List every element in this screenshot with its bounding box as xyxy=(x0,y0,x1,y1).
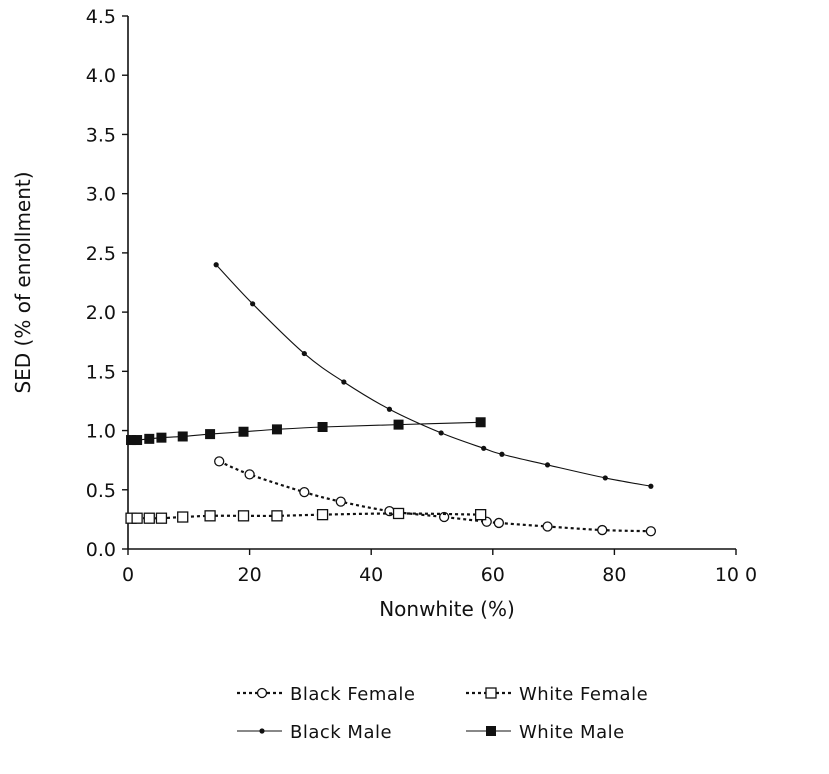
data-point-black-male xyxy=(438,430,444,436)
data-point-white-female xyxy=(204,510,216,522)
legend-item-white-male: White Male xyxy=(466,722,625,743)
y-axis-title: SED (% of enrollment) xyxy=(11,171,35,393)
y-tick-label: 4.0 xyxy=(86,65,116,87)
x-axis-title: Nonwhite (%) xyxy=(379,597,515,621)
x-tick-label: 20 xyxy=(238,564,262,586)
data-point-black-male xyxy=(250,301,256,307)
legend-item-black-male: Black Male xyxy=(237,722,392,743)
legend-label-black-female: Black Female xyxy=(290,684,416,705)
data-point-black-female xyxy=(439,511,450,523)
series-line-black-female xyxy=(218,460,651,533)
data-point-white-female xyxy=(177,511,189,523)
data-point-black-female xyxy=(244,469,255,480)
data-point-black-male xyxy=(301,350,307,357)
x-tick-label: 60 xyxy=(481,564,505,586)
data-point-white-male xyxy=(144,433,155,444)
data-point-black-male xyxy=(499,451,505,457)
legend-label-black-male: Black Male xyxy=(290,722,392,743)
data-point-black-male xyxy=(544,462,551,468)
series-black-female xyxy=(214,456,657,537)
legend-marker-black-female xyxy=(256,687,268,699)
data-point-white-male xyxy=(126,435,137,446)
data-point-white-female xyxy=(474,509,487,521)
data-point-black-male xyxy=(481,445,487,451)
legend-marker-white-male xyxy=(486,726,496,736)
data-point-white-male xyxy=(156,432,167,443)
data-point-white-female xyxy=(392,507,405,520)
series-white-female xyxy=(125,507,487,524)
data-point-white-male xyxy=(177,431,188,442)
legend-marker-black-male xyxy=(259,728,265,734)
legend-item-black-female: Black Female xyxy=(237,684,416,705)
data-point-black-male xyxy=(213,262,219,268)
data-point-black-female xyxy=(335,496,346,507)
data-point-white-male xyxy=(238,426,249,437)
y-tick-label: 2.5 xyxy=(86,243,116,265)
x-tick-label: 40 xyxy=(359,564,383,586)
data-point-white-female xyxy=(143,512,155,524)
data-point-white-female xyxy=(155,512,168,524)
data-point-black-male xyxy=(602,475,608,481)
series-layer xyxy=(125,262,657,537)
series-line-white-female xyxy=(131,512,481,520)
y-tick-label: 2.0 xyxy=(86,302,116,324)
data-point-white-male xyxy=(132,435,143,446)
data-point-black-male xyxy=(341,379,347,385)
data-point-white-male xyxy=(393,419,404,430)
data-point-black-female xyxy=(597,524,608,536)
series-black-male xyxy=(213,262,654,489)
data-point-white-female xyxy=(237,510,250,522)
data-point-white-male xyxy=(317,422,328,433)
data-point-white-male xyxy=(205,429,216,440)
legend-marker-white-female xyxy=(485,687,497,699)
data-point-black-female xyxy=(214,456,225,467)
data-point-white-female xyxy=(316,509,329,521)
legend-item-white-female: White Female xyxy=(466,684,648,705)
data-point-black-female xyxy=(542,521,553,532)
legend-label-white-female: White Female xyxy=(519,684,648,705)
data-point-black-female xyxy=(645,526,657,537)
data-point-black-female xyxy=(299,486,310,498)
data-point-black-female xyxy=(493,517,505,529)
x-tick-label: 80 xyxy=(602,564,626,586)
data-point-white-female xyxy=(271,510,283,522)
legend-label-white-male: White Male xyxy=(519,722,625,743)
series-white-male xyxy=(126,417,486,446)
data-point-white-female xyxy=(131,512,143,524)
y-tick-label: 1.5 xyxy=(86,361,116,383)
x-tick-label: 10 0 xyxy=(715,564,757,586)
legend: Black Female White Female Black Male White … xyxy=(237,684,648,743)
x-tick-label: 0 xyxy=(122,564,134,586)
data-point-black-male xyxy=(386,406,393,412)
y-tick-label: 0.5 xyxy=(86,480,116,502)
y-tick-label: 1.0 xyxy=(86,421,116,443)
y-tick-label: 4.5 xyxy=(86,6,116,28)
axes: 0.0 0.5 1.0 1.5 2.0 2.5 3.0 3.5 4.0 4.5 0 20 40 60 80 1… xyxy=(86,6,757,586)
data-point-white-male xyxy=(475,417,486,428)
y-tick-label: 0.0 xyxy=(86,539,116,561)
y-tick-label: 3.0 xyxy=(86,184,116,206)
y-tick-label: 3.5 xyxy=(86,124,116,146)
data-point-black-male xyxy=(648,483,654,489)
series-line-black-male xyxy=(215,264,651,487)
data-point-white-male xyxy=(271,424,282,435)
